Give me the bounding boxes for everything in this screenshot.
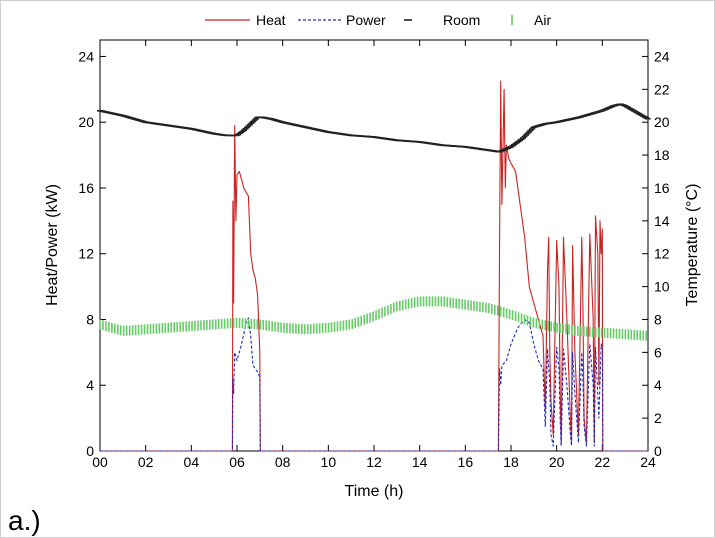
left-y-tick-label: 8 xyxy=(86,311,94,327)
x-tick-label: 18 xyxy=(503,454,519,470)
right-y-tick-label: 8 xyxy=(654,311,662,327)
right-y-tick-label: 10 xyxy=(654,279,670,295)
left-y-tick-label: 0 xyxy=(86,443,94,459)
right-y-tick-label: 6 xyxy=(654,344,662,360)
power-line xyxy=(100,317,648,452)
left-y-tick-label: 24 xyxy=(78,48,94,64)
right-y-tick-label: 16 xyxy=(654,180,670,196)
left-y-tick-label: 16 xyxy=(78,180,94,196)
legend-power-label: Power xyxy=(346,12,386,28)
x-tick-label: 10 xyxy=(321,454,337,470)
right-y-tick-label: 12 xyxy=(654,246,670,262)
x-tick-label: 02 xyxy=(138,454,154,470)
right-y-tick-label: 20 xyxy=(654,114,670,130)
legend: Heat Power Room Air xyxy=(205,12,551,28)
x-tick-label: 00 xyxy=(92,454,108,470)
right-y-tick-label: 18 xyxy=(654,147,670,163)
axis-ticks: 00 02 04 06 08 10 12 14 16 18 20 22 2404812162024024… xyxy=(78,40,670,470)
x-tick-label: 24 xyxy=(640,454,656,470)
x-tick-label: 08 xyxy=(275,454,291,470)
left-y-axis-label: Heat/Power (kW) xyxy=(44,184,61,306)
series-power xyxy=(100,317,648,452)
x-tick-label: 22 xyxy=(595,454,611,470)
right-y-tick-label: 2 xyxy=(654,410,662,426)
x-tick-label: 04 xyxy=(184,454,200,470)
right-y-tick-label: 4 xyxy=(654,377,662,393)
series-air xyxy=(99,296,647,341)
legend-room-label: Room xyxy=(443,12,480,28)
x-tick-label: 12 xyxy=(366,454,382,470)
data-series xyxy=(97,80,651,452)
legend-air-label: Air xyxy=(534,12,551,28)
panel-label: a.) xyxy=(8,505,41,536)
x-tick-label: 06 xyxy=(229,454,245,470)
legend-heat-label: Heat xyxy=(256,12,286,28)
left-y-tick-label: 4 xyxy=(86,377,94,393)
right-y-tick-label: 24 xyxy=(654,48,670,64)
left-y-tick-label: 20 xyxy=(78,114,94,130)
x-axis-label: Time (h) xyxy=(345,483,404,500)
series-room xyxy=(97,103,651,153)
x-tick-label: 14 xyxy=(412,454,428,470)
left-y-tick-label: 12 xyxy=(78,246,94,262)
x-tick-label: 20 xyxy=(549,454,565,470)
x-tick-label: 16 xyxy=(458,454,474,470)
right-y-axis-label: Temperature (°C) xyxy=(684,184,701,307)
right-y-tick-label: 22 xyxy=(654,81,670,97)
heat-line xyxy=(100,80,648,452)
right-y-tick-label: 14 xyxy=(654,213,670,229)
series-heat xyxy=(100,80,648,452)
right-y-tick-label: 0 xyxy=(654,443,662,459)
